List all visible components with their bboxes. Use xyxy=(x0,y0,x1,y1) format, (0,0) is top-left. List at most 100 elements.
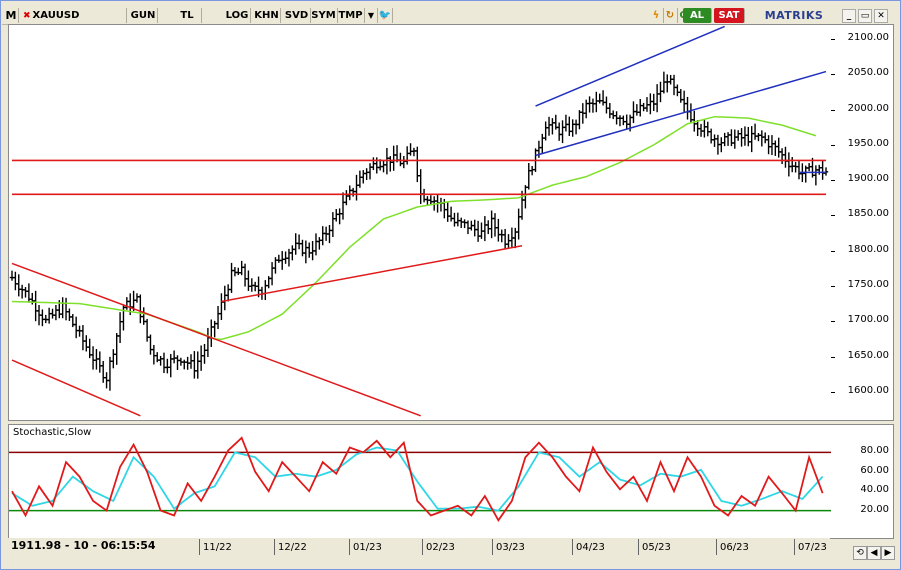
ohlc-bar xyxy=(722,132,727,147)
ohlc-bar xyxy=(148,334,153,355)
ohlc-bar xyxy=(452,212,457,227)
y-tick-label: 1600.00 xyxy=(847,384,889,396)
ohlc-bar xyxy=(158,355,163,366)
symbol-selector[interactable]: ✖ XAUUSD xyxy=(19,8,127,23)
x-tick-label: 05/23 xyxy=(638,539,671,555)
ohlc-bar xyxy=(290,245,295,261)
ohlc-bar xyxy=(9,270,15,281)
y-tick-label: 1900.00 xyxy=(847,173,889,185)
y-tick-label: 1750.00 xyxy=(847,278,889,290)
ohlc-bar xyxy=(746,126,751,147)
ohlc-bar xyxy=(546,116,552,136)
stochastic-k-line xyxy=(11,436,824,522)
ohlc-bar xyxy=(33,290,38,322)
trend-line xyxy=(535,70,827,157)
scroll-right-icon[interactable]: ▶ xyxy=(881,546,895,560)
ohlc-bar xyxy=(708,128,714,144)
ohlc-bar xyxy=(418,169,423,205)
ohlc-bar xyxy=(391,145,396,171)
stochastic-title: Stochastic,Slow xyxy=(13,427,92,438)
stochastic-panel[interactable]: Stochastic,Slow xyxy=(8,424,832,539)
ohlc-bar xyxy=(303,240,309,264)
lightning-icon[interactable]: ϟ xyxy=(649,8,664,23)
ohlc-bar xyxy=(381,160,386,173)
ohlc-bar xyxy=(236,267,241,276)
ohlc-bar xyxy=(577,110,582,130)
ohlc-bar xyxy=(53,304,59,321)
stochastic-y-axis[interactable]: 20.00 40.00 60.00 80.00 xyxy=(831,424,894,539)
stochastic-svg xyxy=(9,436,831,522)
ohlc-bar xyxy=(445,202,450,222)
twitter-icon[interactable]: 🐦 xyxy=(378,8,393,23)
ohlc-bar xyxy=(779,148,785,165)
tmp-button[interactable]: TMP xyxy=(337,8,365,23)
ohlc-bar xyxy=(225,284,231,302)
x-tick-label: 01/23 xyxy=(349,539,382,555)
price-y-axis[interactable]: 1600.00 1650.00 1700.00 1750.00 1800.00 1850.… xyxy=(831,24,894,421)
ohlc-bar xyxy=(100,360,106,383)
ohlc-bar xyxy=(472,219,477,237)
ohlc-bar xyxy=(587,96,592,113)
ohlc-bar xyxy=(296,234,302,250)
sym-button[interactable]: SYM xyxy=(310,8,338,23)
ohlc-bar xyxy=(364,168,369,181)
y-tick-label: 1700.00 xyxy=(847,314,889,326)
ohlc-bar xyxy=(462,219,467,229)
ohlc-bar xyxy=(80,325,86,351)
trend-line xyxy=(535,25,725,107)
x-tick-label: 12/22 xyxy=(274,539,307,555)
ohlc-bar xyxy=(496,218,501,242)
sell-button[interactable]: SAT xyxy=(714,8,745,23)
ohlc-bar xyxy=(516,208,521,240)
y-tick-label: 2100.00 xyxy=(847,32,889,44)
log-button[interactable]: LOG xyxy=(224,8,251,23)
x-tick-label: 06/23 xyxy=(716,539,749,555)
y-tick-label: 2000.00 xyxy=(847,102,889,114)
symbol-label: XAUUSD xyxy=(32,10,80,21)
minimize-icon[interactable]: _ xyxy=(842,9,856,23)
ohlc-bar xyxy=(769,135,775,156)
right-gutter xyxy=(894,24,900,537)
ohlc-bar xyxy=(641,102,646,112)
price-chart[interactable] xyxy=(8,24,832,421)
ohlc-bar xyxy=(202,343,207,364)
ohlc-bar xyxy=(361,170,366,184)
y-tick-mark xyxy=(831,74,835,76)
scroll-left-icon[interactable]: ◀ xyxy=(867,546,881,560)
ohlc-bar xyxy=(492,213,498,237)
sync-icon[interactable]: ⟲ xyxy=(853,546,867,560)
y-tick-label: 2050.00 xyxy=(847,67,889,79)
currency-button[interactable]: TL xyxy=(173,8,202,23)
ohlc-bar xyxy=(182,359,187,370)
svd-button[interactable]: SVD xyxy=(283,8,311,23)
ohlc-bar xyxy=(448,206,454,222)
ohlc-bar xyxy=(675,84,680,97)
ohlc-bar xyxy=(286,248,292,267)
ohlc-bar xyxy=(114,333,119,365)
ohlc-bar xyxy=(756,133,761,142)
y-tick-mark xyxy=(831,144,835,146)
ohlc-bar xyxy=(719,137,724,153)
ohlc-bar xyxy=(215,306,221,330)
ohlc-bar xyxy=(763,132,768,144)
refresh-icon[interactable]: ↻ xyxy=(663,8,678,23)
period-button[interactable]: GUN xyxy=(129,8,158,23)
close-symbol-icon[interactable]: ✖ xyxy=(23,11,31,21)
x-tick-label: 03/23 xyxy=(492,539,525,555)
ohlc-bar xyxy=(269,262,275,286)
ohlc-bar xyxy=(60,297,65,319)
brand-logo: MATRIKS xyxy=(764,9,824,22)
buy-button[interactable]: AL xyxy=(683,8,712,23)
ohlc-bar xyxy=(817,164,822,175)
menu-button[interactable]: M xyxy=(4,8,19,23)
restore-icon[interactable]: ▭ xyxy=(858,9,872,23)
ohlc-bar xyxy=(307,242,312,258)
ohlc-bar xyxy=(121,304,126,331)
arrow-down-icon[interactable]: ▼ xyxy=(365,8,378,23)
ohlc-bar xyxy=(344,190,349,206)
khn-button[interactable]: KHN xyxy=(253,8,281,23)
close-icon[interactable]: ✕ xyxy=(874,9,888,23)
x-tick-label: 04/23 xyxy=(572,539,605,555)
ohlc-bar xyxy=(773,140,778,156)
